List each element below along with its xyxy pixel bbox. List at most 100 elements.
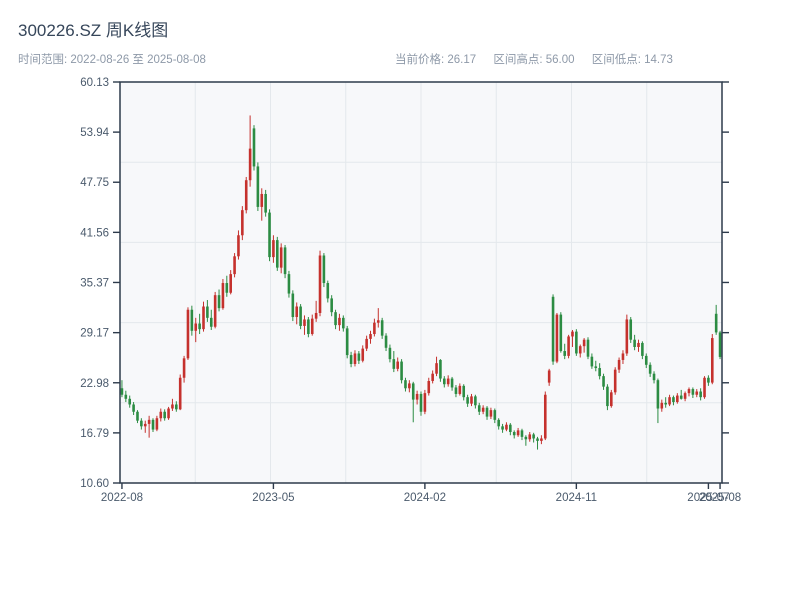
candle-body <box>237 235 240 257</box>
candle-body <box>338 317 341 326</box>
candle-body <box>586 339 590 357</box>
candle-body <box>202 306 205 330</box>
candle-body <box>275 240 279 268</box>
candle-body <box>559 314 563 352</box>
candle-body <box>244 180 248 211</box>
candle-body <box>291 293 295 318</box>
candle-body <box>621 353 625 360</box>
candle-body <box>376 320 380 323</box>
candle-body <box>388 347 392 360</box>
candle-body <box>610 392 613 407</box>
candle-body <box>295 306 299 318</box>
candle-body <box>590 356 594 367</box>
candle-body <box>637 342 640 347</box>
candle-body <box>435 363 438 374</box>
candle-body <box>431 373 434 381</box>
candle-body <box>272 240 275 258</box>
candle-body <box>182 358 186 378</box>
candle-body <box>307 319 310 335</box>
candle-body <box>143 423 147 427</box>
candle-body <box>505 424 508 430</box>
candle-body <box>551 296 555 362</box>
range-high-stat: 区间高点: 56.00 <box>493 54 575 66</box>
candle-body <box>707 377 710 383</box>
candle-body <box>509 424 512 432</box>
candle-body <box>171 404 174 409</box>
candle-body <box>466 397 469 404</box>
candle-body <box>532 434 535 439</box>
candle-body <box>477 405 481 412</box>
candle-body <box>528 434 532 440</box>
candle-body <box>260 193 264 207</box>
candle-body <box>384 335 388 348</box>
candle-body <box>474 396 477 406</box>
candle-body <box>567 336 570 356</box>
y-axis-tick-label: 16.79 <box>80 428 109 440</box>
candle-body <box>606 386 609 407</box>
candle-body <box>400 361 403 381</box>
stats-row: 当前价格: 26.17 区间高点: 56.00 区间低点: 14.73 <box>395 51 687 67</box>
candle-body <box>380 320 384 336</box>
candle-body <box>520 430 524 437</box>
candle-body <box>357 353 361 361</box>
x-axis-tick-label: 2024-02 <box>404 492 446 504</box>
candle-body <box>209 317 213 327</box>
x-axis-tick-label: 2022-08 <box>101 492 143 504</box>
candle-body <box>318 255 322 313</box>
candle-body <box>512 431 516 436</box>
candle-body <box>427 380 431 394</box>
candle-body <box>571 331 574 337</box>
candle-body <box>217 295 221 309</box>
candle-body <box>136 411 139 421</box>
candle-body <box>648 364 652 374</box>
y-axis-tick-label: 53.94 <box>80 127 109 139</box>
candle-body <box>641 342 644 356</box>
candle-body <box>194 323 198 331</box>
candle-body <box>489 410 493 417</box>
y-axis-tick-label: 41.56 <box>80 227 109 239</box>
candle-body <box>190 309 194 331</box>
candle-body <box>225 283 229 293</box>
candle-body <box>221 283 225 309</box>
candle-body <box>462 385 466 398</box>
candle-body <box>672 397 675 403</box>
candle-body <box>256 166 260 207</box>
candle-body <box>178 377 182 410</box>
candle-body <box>303 319 306 326</box>
candle-body <box>625 319 629 354</box>
candle-body <box>342 317 345 329</box>
kline-chart: 60.13 53.94 47.75 41.56 35.37 29.17 22.98 16.79… <box>80 77 741 504</box>
candle-body <box>404 380 407 389</box>
y-axis-tick-label: 47.75 <box>80 177 109 189</box>
candle-body <box>132 404 135 412</box>
candle-body <box>361 348 365 361</box>
candle-body <box>443 378 446 385</box>
candle-body <box>458 385 462 394</box>
candle-body <box>516 430 520 436</box>
candle-body <box>310 318 314 335</box>
candle-body <box>497 419 500 427</box>
candle-body <box>392 359 396 369</box>
candle-body <box>419 393 423 412</box>
current-price-stat: 当前价格: 26.17 <box>395 54 477 66</box>
candle-body <box>481 407 485 412</box>
candle-body <box>349 355 353 364</box>
candle-body <box>613 369 617 393</box>
candle-body <box>213 295 217 327</box>
candle-body <box>334 312 337 326</box>
candle-body <box>470 396 473 404</box>
candle-body <box>656 380 660 409</box>
candle-body <box>710 338 714 383</box>
candle-body <box>493 410 497 420</box>
candle-body <box>206 306 209 318</box>
y-axis-tick-label: 29.17 <box>80 328 109 340</box>
candle-body <box>683 393 687 399</box>
candle-body <box>373 322 376 335</box>
candle-body <box>186 309 190 359</box>
candle-body <box>575 331 578 354</box>
candle-body <box>644 355 648 365</box>
candle-body <box>450 378 454 388</box>
x-axis-tick-label: 2025-07 <box>687 492 729 504</box>
candle-body <box>264 193 267 213</box>
